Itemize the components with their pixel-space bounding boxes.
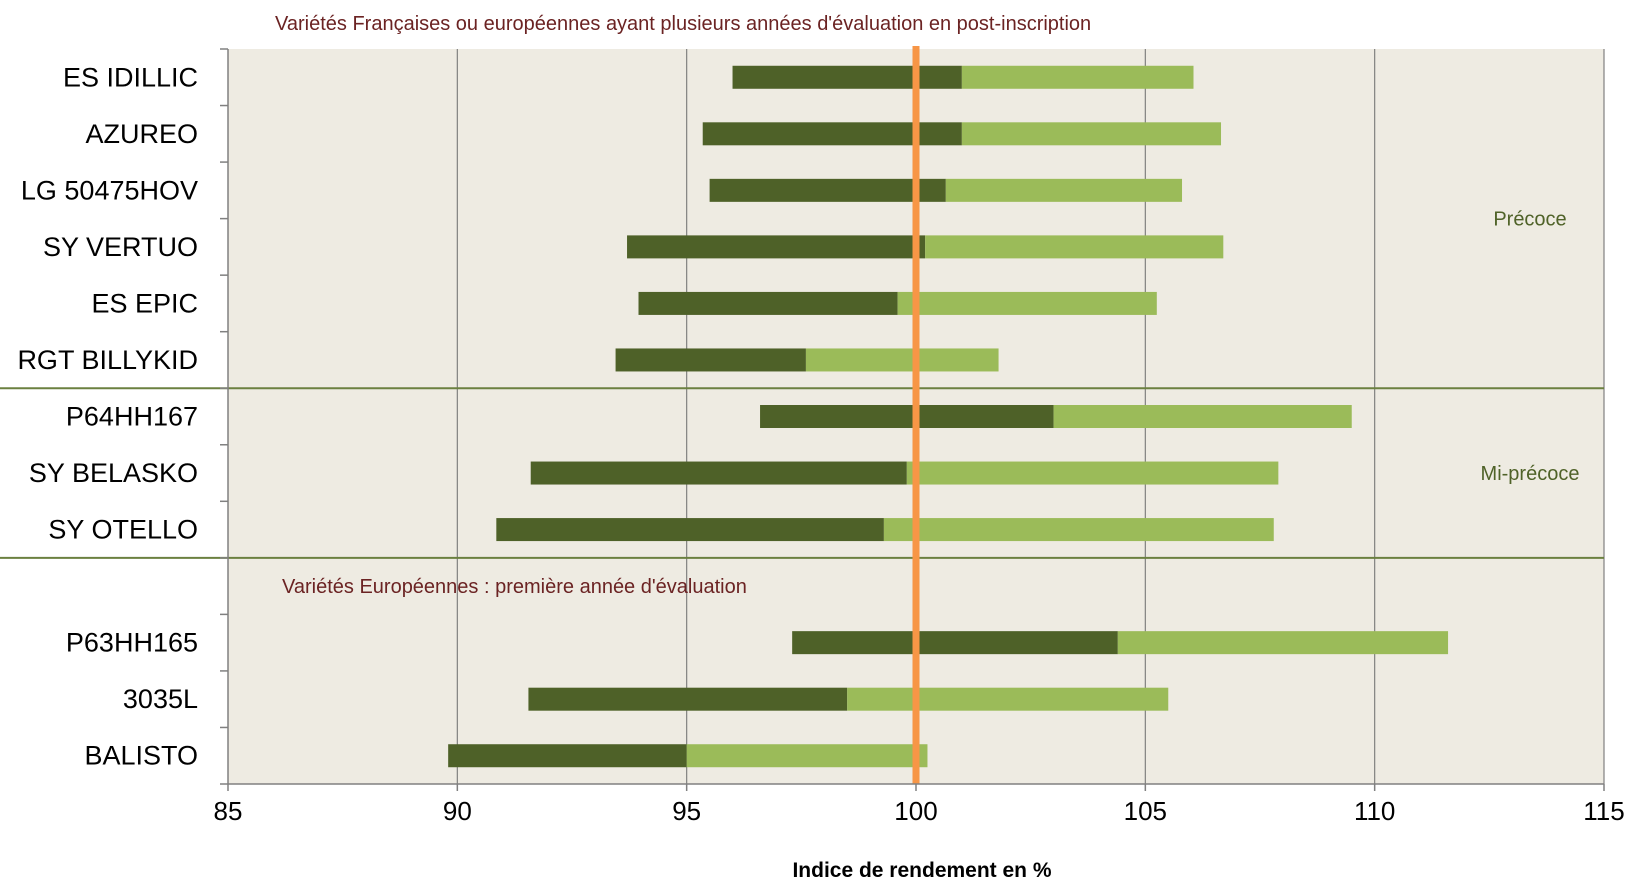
x-tick-label: 110 [1354, 796, 1395, 826]
bar-series2-row0 [961, 65, 1194, 89]
category-label: SY OTELLO [48, 515, 198, 545]
bar-series2-row7 [906, 461, 1279, 485]
bar-series1-row2 [709, 178, 946, 202]
bar-series1-row5 [615, 348, 806, 372]
bar-series2-row3 [925, 235, 1224, 259]
bar-series2-row10 [1117, 631, 1449, 655]
category-label: P64HH167 [66, 402, 198, 432]
group-separators [0, 387, 1604, 559]
bar-series2-row8 [883, 518, 1274, 542]
category-label: 3035L [123, 684, 198, 714]
bars [448, 65, 1449, 768]
category-label: P63HH165 [66, 628, 198, 658]
axes [220, 48, 1605, 791]
category-labels: ES IDILLIC AZUREO LG 50475HOV SY VERTUO ES E… [17, 62, 198, 770]
x-tick-label: 95 [672, 796, 701, 826]
category-label: SY BELASKO [29, 458, 198, 488]
bar-series1-row11 [528, 687, 848, 711]
x-tick-label: 85 [214, 796, 243, 826]
x-tick-labels: 85 90 95 100 105 110 115 [214, 796, 1625, 826]
bar-series2-row6 [1053, 405, 1352, 428]
category-label: SY VERTUO [43, 232, 198, 262]
bar-series2-row4 [897, 291, 1157, 315]
x-tick-label: 115 [1583, 796, 1624, 826]
bar-series1-row7 [530, 461, 907, 485]
bar-series2-row11 [847, 687, 1169, 711]
category-label: LG 50475HOV [21, 175, 198, 205]
x-tick-label: 90 [443, 796, 472, 826]
section-annotation: Variétés Européennes : première année d'… [282, 576, 747, 598]
group-label: Précoce [1493, 209, 1566, 231]
x-axis-label: Indice de rendement en % [792, 859, 1051, 878]
bar-series1-row0 [732, 65, 962, 89]
category-label: ES IDILLIC [63, 62, 198, 92]
group-label: Mi-précoce [1481, 463, 1580, 485]
category-label: BALISTO [84, 741, 198, 771]
bar-series1-row10 [792, 631, 1118, 655]
x-tick-label: 105 [1124, 796, 1167, 826]
category-label: AZUREO [85, 119, 198, 149]
bar-series1-row3 [627, 235, 926, 259]
category-label: RGT BILLYKID [17, 345, 198, 375]
bar-series1-row8 [496, 518, 884, 542]
bar-series2-row5 [805, 348, 999, 372]
bar-series1-row6 [760, 405, 1054, 428]
chart-title: Variétés Françaises ou européennes ayant… [275, 13, 1091, 35]
category-label: ES EPIC [91, 288, 198, 318]
bar-series1-row4 [638, 291, 898, 315]
bar-series1-row12 [448, 744, 687, 768]
bar-series2-row1 [961, 122, 1222, 146]
group-labels: Précoce Mi-précoce [1481, 209, 1580, 485]
bar-series1-row1 [702, 122, 962, 146]
bar-series2-row2 [945, 178, 1183, 202]
x-tick-label: 100 [894, 796, 937, 826]
bar-series2-row12 [686, 744, 928, 768]
